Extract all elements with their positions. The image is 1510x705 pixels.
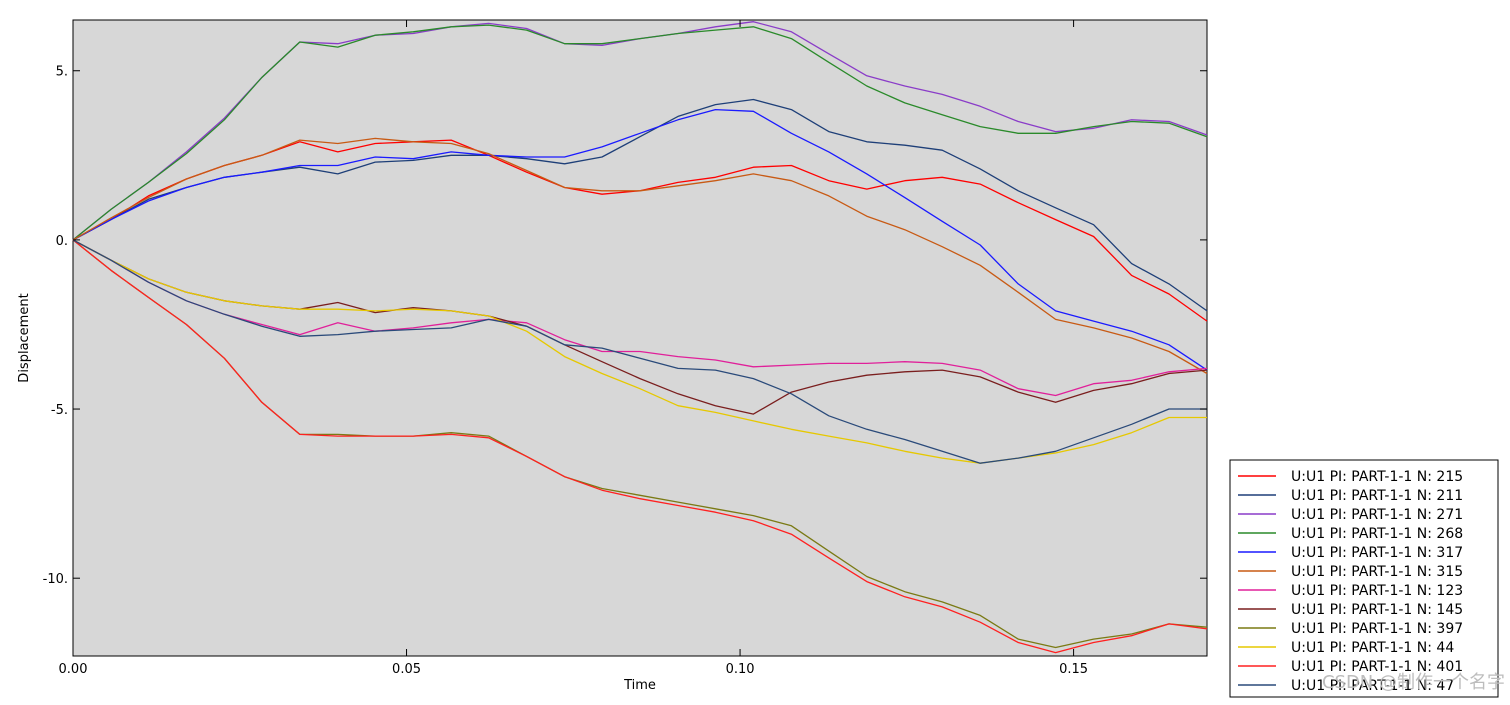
series-line-5 bbox=[72, 108, 1208, 371]
legend-label: U:U1 PI: PART-1-1 N: 211 bbox=[1291, 488, 1463, 504]
series-line-7 bbox=[72, 239, 1208, 397]
series-line-12 bbox=[72, 239, 1207, 464]
legend-label: U:U1 PI: PART-1-1 N: 268 bbox=[1291, 526, 1463, 542]
y-axis-label: Displacement bbox=[17, 293, 32, 382]
x-tick-label: 0.15 bbox=[1059, 662, 1088, 677]
legend-box bbox=[1229, 459, 1499, 698]
legend-label: U:U1 PI: PART-1-1 N: 317 bbox=[1291, 545, 1463, 561]
axis-layer: 0.00 0.05 0.10 0.15 5. 0. -5. -10. bbox=[43, 20, 1207, 677]
legend-label: U:U1 PI: PART-1-1 N: 44 bbox=[1291, 640, 1454, 656]
legend: U:U1 PI: PART-1-1 N: 215 U:U1 PI: PART-1-… bbox=[1229, 459, 1499, 698]
x-axis-label: Time bbox=[623, 678, 656, 693]
watermark-text: CSDN @制作一个名字 bbox=[1322, 672, 1505, 693]
plot-area bbox=[72, 19, 1208, 657]
x-tick-label: 0.05 bbox=[392, 662, 421, 677]
x-tick-label: 0.10 bbox=[726, 662, 755, 677]
legend-label: U:U1 PI: PART-1-1 N: 123 bbox=[1291, 583, 1463, 599]
x-tick-label: 0.00 bbox=[59, 662, 88, 677]
legend-label: U:U1 PI: PART-1-1 N: 215 bbox=[1291, 469, 1463, 485]
y-tick-label: -10. bbox=[43, 572, 68, 587]
legend-label: U:U1 PI: PART-1-1 N: 397 bbox=[1291, 621, 1463, 637]
series-line-6 bbox=[72, 137, 1208, 375]
series-line-4 bbox=[72, 24, 1208, 241]
series-layer bbox=[72, 21, 1208, 654]
series-line-11 bbox=[72, 239, 1208, 654]
legend-label: U:U1 PI: PART-1-1 N: 315 bbox=[1291, 564, 1463, 580]
y-tick-label: -5. bbox=[51, 403, 68, 418]
legend-label: U:U1 PI: PART-1-1 N: 401 bbox=[1291, 659, 1463, 675]
legend-label: U:U1 PI: PART-1-1 N: 271 bbox=[1291, 507, 1463, 523]
y-tick-label: 5. bbox=[56, 65, 68, 80]
legend-label: U:U1 PI: PART-1-1 N: 145 bbox=[1291, 602, 1463, 618]
legend-label: U:U1 PI: PART-1-1 N: 47 bbox=[1291, 678, 1454, 694]
y-tick-label: 0. bbox=[56, 234, 68, 249]
